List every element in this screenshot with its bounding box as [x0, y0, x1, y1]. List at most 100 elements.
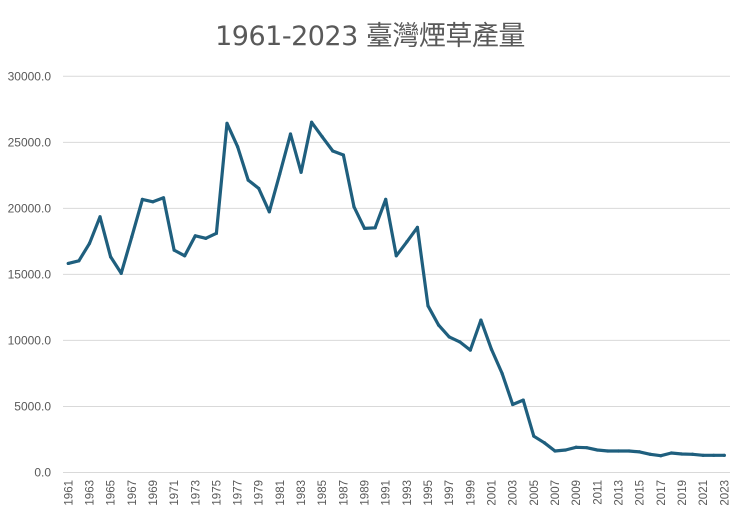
data-point [627, 449, 631, 453]
x-tick-label: 2015 [635, 480, 647, 506]
data-point [352, 205, 356, 209]
data-point [331, 149, 335, 153]
x-tick-label: 1963 [84, 480, 96, 506]
data-point [214, 231, 219, 235]
x-tick-label: 1987 [338, 480, 350, 506]
data-point [373, 226, 377, 230]
data-point [288, 132, 293, 136]
data-point [701, 453, 705, 457]
data-point [553, 449, 557, 453]
data-point [669, 451, 673, 455]
x-tick-label: 1985 [317, 480, 329, 506]
data-point [299, 170, 303, 174]
x-tick-label: 2023 [719, 480, 731, 506]
data-point [521, 398, 525, 402]
data-point [341, 153, 345, 157]
x-tick-label: 1969 [148, 480, 160, 506]
x-tick-label: 1997 [444, 480, 456, 506]
series-line [66, 120, 726, 458]
x-tick-label: 2013 [613, 480, 625, 506]
data-point [130, 235, 134, 239]
data-point [415, 225, 420, 229]
data-point [437, 323, 441, 327]
data-point [500, 371, 504, 376]
data-point [87, 241, 92, 245]
data-point [183, 254, 187, 258]
data-point [585, 446, 589, 450]
data-point [257, 186, 261, 191]
x-tick-label: 1983 [296, 480, 308, 506]
data-point [278, 171, 282, 175]
y-tick-label: 5000.0 [14, 399, 51, 413]
data-point [151, 200, 155, 204]
data-point [468, 348, 472, 352]
x-tick-label: 1989 [360, 480, 372, 506]
y-tick-label: 10000.0 [8, 333, 52, 347]
data-point [161, 196, 166, 200]
data-point [563, 448, 568, 452]
data-point [193, 234, 197, 238]
data-point [362, 226, 367, 231]
x-tick-label: 2007 [550, 480, 562, 506]
data-point [638, 450, 642, 454]
data-point [426, 304, 430, 308]
x-axis-ticks: 1961 1963 1965 1967 1969 1971 1973 1975 1977 1979… [63, 480, 731, 506]
x-tick-label: 1973 [190, 480, 202, 506]
x-tick-label: 1993 [402, 480, 414, 506]
x-tick-label: 1961 [63, 480, 75, 506]
data-point [405, 240, 409, 244]
data-point [489, 347, 494, 352]
x-tick-label: 2003 [508, 480, 520, 506]
data-point [140, 197, 144, 201]
x-tick-label: 1999 [465, 480, 477, 506]
y-tick-label: 20000.0 [8, 201, 52, 215]
data-point [616, 449, 621, 453]
production-line [66, 120, 726, 458]
data-point [606, 449, 610, 453]
data-point [659, 454, 663, 458]
data-point [712, 453, 716, 457]
gridlines [63, 75, 730, 473]
data-point [479, 318, 483, 322]
data-point [77, 259, 81, 263]
data-point [680, 452, 684, 456]
data-point [119, 271, 123, 275]
data-point [109, 255, 113, 259]
data-point [204, 236, 208, 240]
x-tick-label: 2001 [487, 480, 499, 506]
y-tick-label: 25000.0 [8, 135, 52, 149]
x-tick-label: 2019 [677, 480, 689, 506]
x-tick-label: 1979 [254, 480, 266, 506]
x-tick-label: 1995 [423, 480, 435, 506]
data-point [310, 120, 314, 124]
data-point [98, 215, 102, 219]
data-point [542, 441, 547, 445]
data-point [225, 121, 229, 125]
data-point [690, 452, 695, 456]
data-point [384, 197, 388, 201]
x-tick-label: 1977 [233, 480, 245, 506]
x-tick-label: 1975 [211, 480, 223, 506]
y-tick-label: 30000.0 [8, 69, 52, 83]
data-point [246, 178, 250, 182]
data-point [722, 453, 726, 457]
data-point [648, 452, 652, 456]
x-tick-label: 2009 [571, 480, 583, 506]
data-point [447, 335, 451, 339]
x-tick-label: 1967 [127, 480, 139, 506]
data-point [320, 135, 324, 139]
x-tick-label: 1981 [275, 480, 287, 506]
y-axis-ticks: 0.0 5000.0 10000.0 15000.0 20000.0 25000.0 300… [8, 69, 52, 479]
x-tick-label: 2005 [529, 480, 541, 506]
data-point [235, 145, 240, 149]
x-tick-label: 1971 [169, 480, 181, 506]
data-point [394, 254, 398, 258]
x-tick-label: 1965 [106, 480, 118, 506]
x-tick-label: 1991 [381, 480, 393, 506]
x-tick-label: 2011 [592, 480, 604, 505]
data-point [66, 261, 70, 266]
chart-title: 1961-2023 臺灣煙草產量 [215, 21, 525, 52]
y-tick-label: 15000.0 [8, 267, 52, 281]
data-point [172, 248, 176, 252]
